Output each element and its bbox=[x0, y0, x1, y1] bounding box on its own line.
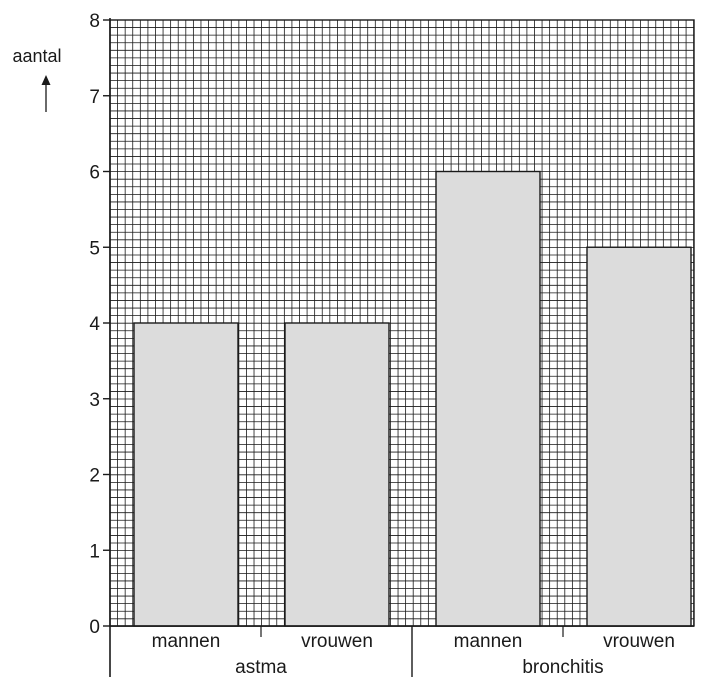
x-category-label: mannen bbox=[454, 631, 523, 652]
y-axis-arrow-icon bbox=[41, 75, 51, 112]
bar-bronchitis-vrouwen bbox=[586, 246, 692, 627]
y-tick-label: 4 bbox=[89, 314, 100, 335]
x-group-label: astma bbox=[235, 657, 287, 677]
y-tick-label: 3 bbox=[89, 390, 100, 411]
y-tick-label: 0 bbox=[89, 617, 100, 638]
x-axis-categories: mannen vrouwen mannen vrouwen bbox=[152, 631, 675, 652]
y-tick-label: 5 bbox=[89, 238, 100, 259]
y-tick-label: 1 bbox=[89, 541, 100, 562]
x-category-label: mannen bbox=[152, 631, 221, 652]
y-tick-label: 7 bbox=[89, 87, 100, 108]
x-axis-groups: astma bronchitis bbox=[235, 657, 604, 677]
axes bbox=[109, 18, 694, 677]
x-group-label: bronchitis bbox=[522, 657, 603, 677]
y-axis-label: aantal bbox=[12, 46, 61, 66]
y-tick-label: 2 bbox=[89, 466, 100, 487]
y-tick-label: 6 bbox=[89, 163, 100, 184]
bar-astma-mannen bbox=[133, 322, 239, 627]
x-category-label: vrouwen bbox=[301, 631, 373, 652]
y-tick-label: 8 bbox=[89, 11, 100, 32]
x-category-label: vrouwen bbox=[603, 631, 675, 652]
bar-astma-vrouwen bbox=[284, 322, 390, 627]
bars bbox=[133, 170, 692, 627]
bar-bronchitis-mannen bbox=[435, 170, 541, 627]
y-axis-ticks: 0 1 2 3 4 5 6 7 8 bbox=[89, 11, 110, 638]
